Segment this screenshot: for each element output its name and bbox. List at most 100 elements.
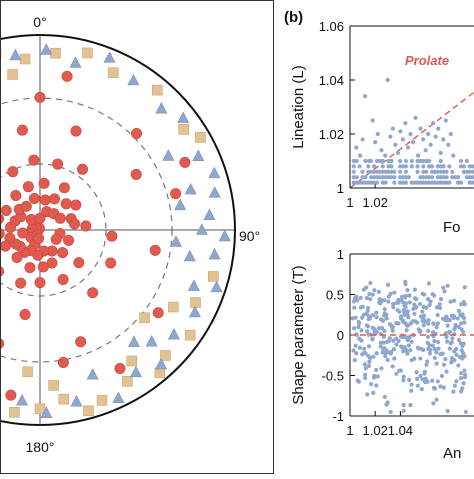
lineation-point	[421, 137, 425, 141]
shape-parameter-point	[407, 378, 411, 382]
lineation-y-tick-label: 1.06	[319, 19, 344, 34]
shape-parameter-point	[441, 286, 445, 290]
shape-parameter-point	[406, 315, 410, 319]
shape-parameter-point	[459, 389, 463, 393]
shape-parameter-point	[378, 301, 382, 305]
lineation-point	[403, 121, 407, 125]
shape-parameter-point	[462, 342, 466, 346]
lineation-point	[456, 175, 460, 179]
lineation-point	[396, 151, 400, 155]
shape-parameter-point	[375, 351, 379, 355]
lineation-point	[355, 175, 359, 179]
stereonet-circle-point	[107, 231, 117, 241]
shape-parameter-point	[382, 346, 386, 350]
lineation-point	[447, 164, 451, 168]
shape-parameter-point	[432, 386, 436, 390]
stereonet-square-point	[179, 124, 189, 134]
lineation-point	[360, 170, 364, 174]
lineation-point	[398, 129, 402, 133]
shape-parameter-point	[402, 375, 406, 379]
shape-parameter-point	[407, 294, 411, 298]
stereonet-circle-point	[29, 155, 39, 165]
shape-parameter-point	[417, 327, 421, 331]
shape-parameter-point	[405, 328, 409, 332]
shape-y-tick-label: -0.5	[322, 369, 344, 384]
shape-parameter-point	[362, 351, 366, 355]
shape-parameter-point	[359, 338, 363, 342]
shape-parameter-point	[368, 281, 372, 285]
lineation-point	[367, 159, 371, 163]
lineation-point	[447, 181, 451, 185]
lineation-point	[372, 164, 376, 168]
lineation-point	[439, 151, 443, 155]
lineation-point	[430, 164, 434, 168]
shape-parameter-point	[382, 329, 386, 333]
shape-parameter-point	[422, 323, 426, 327]
lineation-point	[352, 164, 356, 168]
lineation-point	[429, 143, 433, 147]
lineation-point	[424, 148, 428, 152]
shape-y-tick-label: 0	[337, 328, 344, 343]
shape-parameter-point	[407, 343, 411, 347]
lineation-point	[446, 143, 450, 147]
shape-parameter-point	[453, 384, 457, 388]
stereonet-square-point	[108, 68, 118, 78]
lineation-point	[442, 164, 446, 168]
lineation-point	[384, 181, 388, 185]
lineation-point	[408, 132, 412, 136]
lineation-point	[449, 132, 453, 136]
stereonet-circle-point	[25, 262, 35, 272]
lineation-point	[444, 118, 448, 122]
shape-parameter-point	[371, 293, 375, 297]
stereonet-circle-point	[62, 71, 72, 81]
stereonet-plot: 0° 90° 180°	[0, 14, 260, 455]
shape-parameter-point	[371, 391, 375, 395]
shape-parameter-point	[374, 310, 378, 314]
shape-parameter-point	[457, 338, 461, 342]
shape-parameter-point	[413, 288, 417, 292]
stereonet-square-point	[97, 395, 107, 405]
shape-parameter-point	[436, 340, 440, 344]
shape-parameter-point	[362, 288, 366, 292]
stereonet-circle-point	[58, 274, 68, 284]
shape-parameter-point	[363, 362, 367, 366]
shape-parameter-point	[374, 315, 378, 319]
shape-parameter-points	[350, 280, 468, 414]
shape-parameter-point	[428, 348, 432, 352]
shape-parameter-point	[356, 325, 360, 329]
stereonet-circle-point	[87, 288, 97, 298]
shape-x-tick-label: 1.04	[388, 423, 413, 438]
lineation-point	[415, 164, 419, 168]
shape-parameter-point	[451, 316, 455, 320]
lineation-point	[411, 140, 415, 144]
shape-parameter-point	[421, 292, 425, 296]
shape-parameter-point	[417, 347, 421, 351]
shape-parameter-point	[446, 324, 450, 328]
shape-parameter-point	[432, 294, 436, 298]
shape-parameter-point	[405, 288, 409, 292]
shape-parameter-point	[462, 300, 466, 304]
shape-parameter-point	[410, 319, 414, 323]
shape-parameter-point	[426, 318, 430, 322]
lineation-point	[386, 78, 390, 82]
shape-parameter-point	[423, 319, 427, 323]
stereonet-circle-point	[131, 128, 141, 138]
stereonet-square-point	[185, 330, 195, 340]
shape-parameter-point	[372, 374, 376, 378]
stereonet-square-point	[83, 406, 93, 416]
shape-parameter-point	[435, 362, 439, 366]
shape-parameter-point	[410, 340, 414, 344]
stereonet-circle-point	[39, 178, 49, 188]
shape-parameter-point	[394, 372, 398, 376]
shape-parameter-point	[412, 312, 416, 316]
shape-parameter-point	[454, 347, 458, 351]
lineation-point	[459, 181, 463, 185]
shape-parameter-point	[382, 298, 386, 302]
lineation-point	[450, 170, 454, 174]
shape-parameter-point	[449, 360, 453, 364]
lineation-point	[391, 127, 395, 131]
shape-parameter-point	[366, 306, 370, 310]
